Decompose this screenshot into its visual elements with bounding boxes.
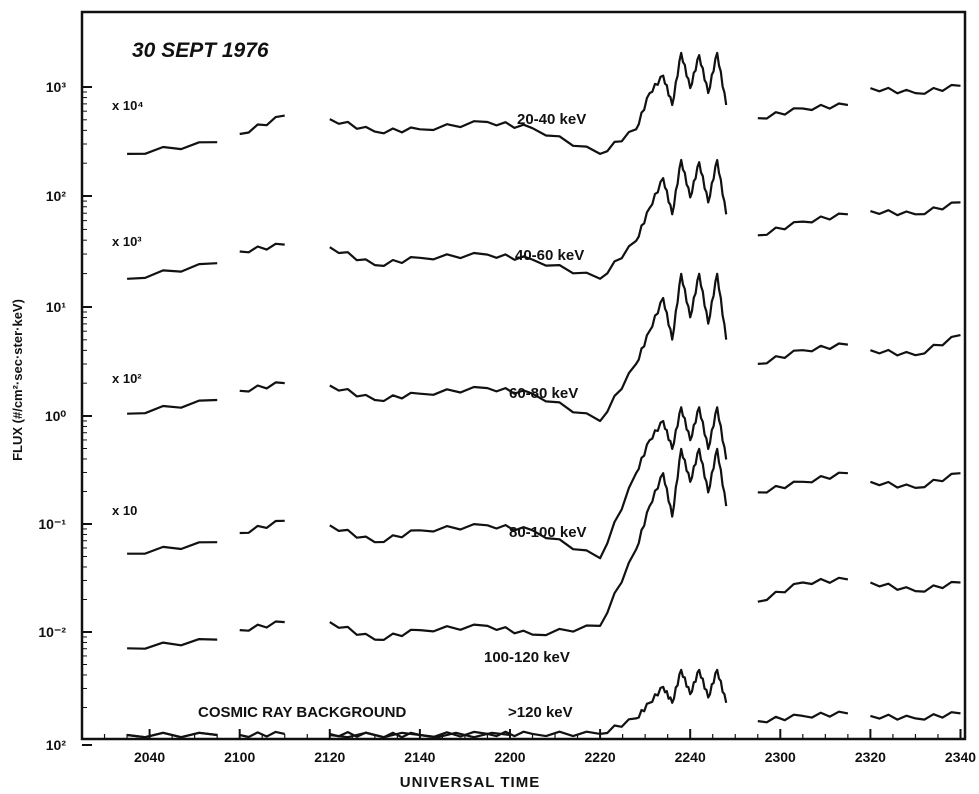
y-axis-title: FLUX (#/cm²·sec·ster·keV)	[10, 299, 25, 461]
series-label: 100-120 keV	[484, 649, 570, 666]
series-group	[126, 51, 961, 739]
series-line	[127, 406, 961, 560]
series-line	[127, 272, 961, 423]
x-tick-label: 2320	[855, 749, 886, 765]
x-tick-label: 2120	[314, 749, 345, 765]
x-tick-label: 2040	[134, 749, 165, 765]
series-line	[127, 51, 961, 155]
series-line	[126, 731, 511, 739]
x-axis-title: UNIVERSAL TIME	[400, 774, 540, 791]
multiplier-label: x 10³	[112, 234, 142, 249]
multiplier-label: x 10	[112, 503, 137, 518]
x-tick-label: 2340	[945, 749, 976, 765]
y-tick-label: 10³	[46, 79, 67, 95]
y-tick-label: 10⁰	[45, 408, 67, 424]
y-tick-label: 10²	[46, 737, 67, 753]
series-label: 20-40 keV	[517, 111, 586, 128]
series-label: >120 keV	[508, 704, 573, 721]
multiplier-label: x 10⁴	[112, 98, 144, 113]
series-label: 40-60 keV	[515, 247, 584, 264]
series-label: 60-80 keV	[509, 385, 578, 402]
x-tick-label: 2300	[765, 749, 796, 765]
y-tick-label: 10²	[46, 188, 67, 204]
multiplier-label: x 10²	[112, 371, 142, 386]
x-tick-label: 2100	[224, 749, 255, 765]
series-labels: 20-40 keV 40-60 keV 60-80 keV 80-100 keV 100…	[484, 111, 587, 721]
plot-frame	[80, 10, 967, 741]
y-tick-label: 10⁻²	[38, 624, 66, 640]
y-tick-label: 10⁻¹	[38, 516, 66, 532]
x-tick-label: 2140	[404, 749, 435, 765]
series-line	[127, 158, 961, 280]
chart-title: 30 SEPT 1976	[132, 39, 269, 62]
x-tick-label: 2240	[675, 749, 706, 765]
x-tick-label: 2200	[494, 749, 525, 765]
series-line	[127, 447, 961, 650]
background-label: COSMIC RAY BACKGROUND	[198, 704, 407, 721]
series-label: 80-100 keV	[509, 524, 587, 541]
y-tick-label: 10¹	[46, 299, 67, 315]
y-ticks: 10² 10¹ 10⁰ 10⁻¹ 10⁻² 10³ 10²	[38, 79, 92, 753]
x-tick-label: 2220	[585, 749, 616, 765]
multiplier-labels: x 10⁴ x 10³ x 10² x 10	[112, 98, 144, 518]
